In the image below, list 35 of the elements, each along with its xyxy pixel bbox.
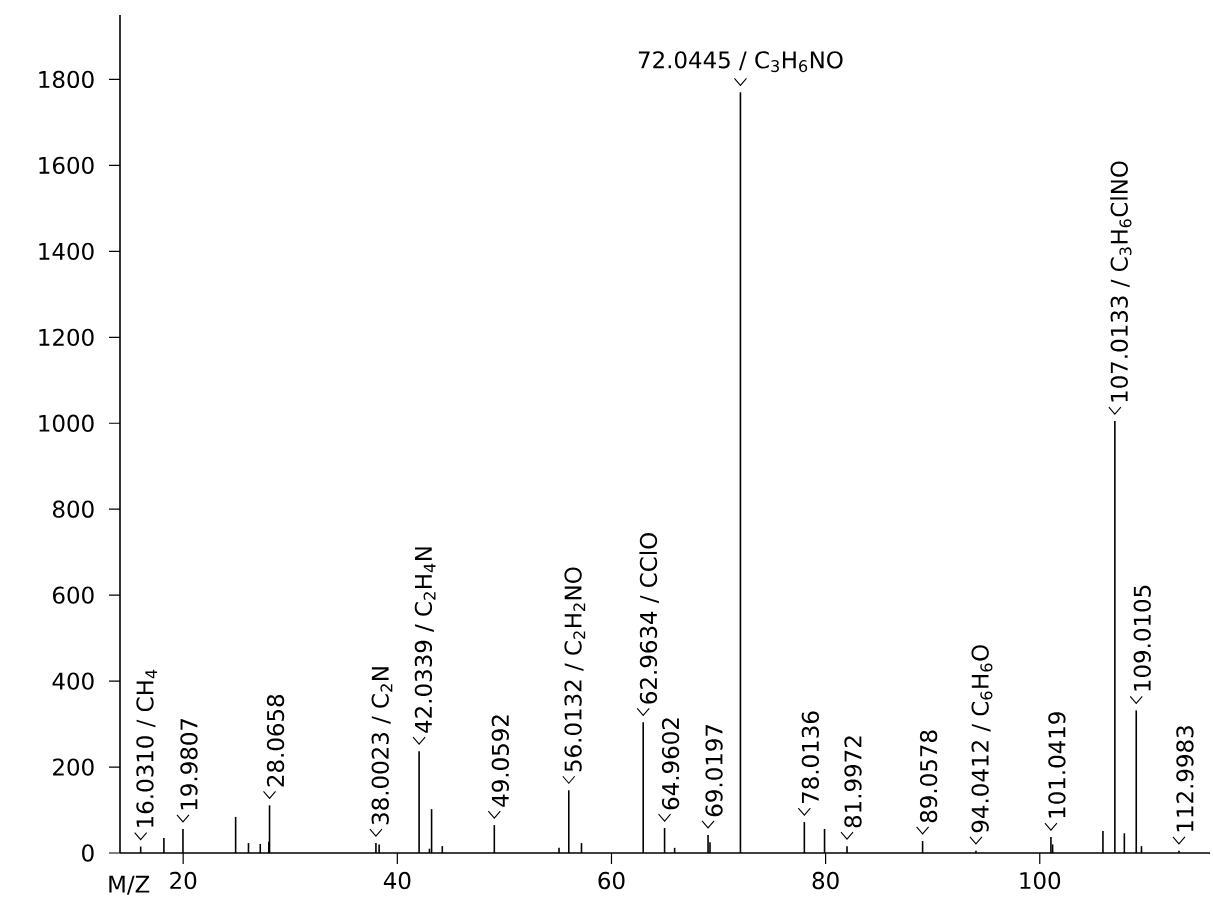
annotation: 56.0132 / C$_{2}$H$_{2}$NO bbox=[564, 567, 586, 772]
y-tick-label: 1000 bbox=[39, 414, 94, 432]
x-tick-label: 40 bbox=[383, 871, 411, 890]
annotation: 112.9983 bbox=[1176, 726, 1194, 832]
annotation: 72.0445 / C$_{3}$H$_{6}$NO bbox=[638, 51, 843, 73]
annotation: 19.9807 bbox=[180, 718, 198, 810]
y-tick-label: 0 bbox=[82, 844, 94, 862]
y-tick-label: 400 bbox=[52, 672, 94, 690]
y-tick-label: 1400 bbox=[39, 242, 94, 261]
annotation: 89.0578 bbox=[919, 730, 938, 823]
x-tick-label: 20 bbox=[170, 871, 197, 890]
x-tick-label: 60 bbox=[598, 871, 625, 890]
annotation: 109.0105 bbox=[1133, 585, 1151, 691]
annotation: 101.0419 bbox=[1048, 712, 1066, 818]
annotation: 28.0658 bbox=[266, 694, 285, 787]
x-axis-title: M/Z bbox=[109, 875, 150, 895]
annotation: 49.0592 bbox=[491, 715, 509, 807]
y-tick-label: 200 bbox=[53, 758, 94, 776]
y-tick-label: 800 bbox=[52, 500, 94, 518]
y-tick-label: 1200 bbox=[39, 328, 94, 346]
annotation: 81.9972 bbox=[844, 736, 862, 828]
annotation: 38.0023 / C$_{2}$N bbox=[371, 667, 393, 825]
annotation: 64.9602 bbox=[661, 718, 680, 810]
annotation: 107.0133 / C$_{3}$H$_{6}$ClNO bbox=[1110, 161, 1132, 402]
x-tick-label: 80 bbox=[812, 871, 839, 890]
y-tick-label: 1800 bbox=[39, 70, 94, 89]
y-tick-label: 1600 bbox=[39, 156, 94, 175]
y-tick-label: 600 bbox=[53, 586, 94, 604]
annotation: 94.0412 / C$_{6}$H$_{6}$O bbox=[971, 645, 993, 833]
annotation: 78.0136 bbox=[801, 711, 820, 803]
annotation: 69.0197 bbox=[705, 724, 723, 817]
annotation: 16.0310 / CH$_{4}$ bbox=[136, 669, 158, 827]
x-tick-label: 100 bbox=[1020, 871, 1061, 890]
annotation: 42.0339 / C$_{2}$H$_{4}$N bbox=[414, 547, 436, 733]
annotation: 62.9634 / CClO bbox=[639, 533, 659, 704]
